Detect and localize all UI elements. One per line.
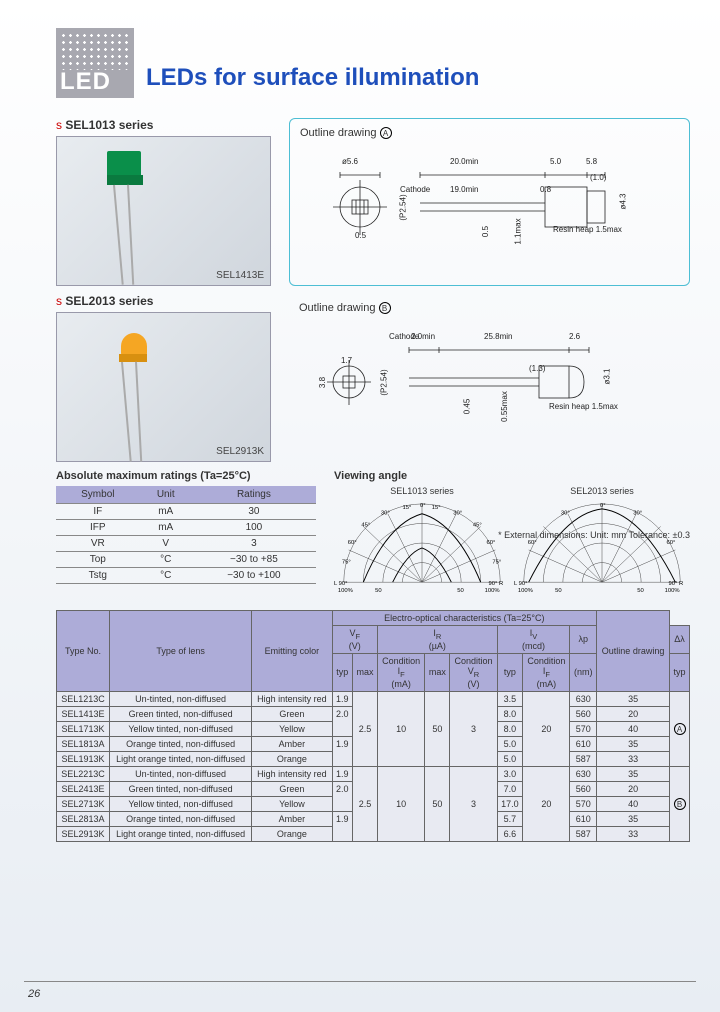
table-row: SEL2213CUn-tinted, non-diffusedHigh inte…: [57, 766, 690, 781]
outline-b-diagram: [299, 320, 649, 430]
svg-text:60°: 60°: [528, 540, 537, 546]
svg-text:50: 50: [457, 588, 464, 593]
svg-text:L 90°: L 90°: [334, 581, 348, 587]
series2-outline: Outline drawing B Cathode: [289, 294, 690, 462]
svg-text:45°: 45°: [473, 522, 482, 528]
svg-text:50: 50: [555, 588, 562, 593]
series2-photo: SEL2913K: [56, 312, 271, 462]
polar-chart-1: 0° 15° 15° 30° 30° 45° 45° 60° 60° 75° 75° L …: [334, 498, 510, 593]
svg-text:75°: 75°: [342, 560, 351, 566]
abs-max-title: Absolute maximum ratings (Ta=25°C): [56, 470, 316, 482]
series1-label: s SEL1013 series: [56, 118, 271, 132]
svg-text:30°: 30°: [453, 511, 462, 517]
page-header: LED LEDs for surface illumination: [0, 0, 720, 98]
svg-text:30°: 30°: [381, 511, 390, 517]
svg-text:90° R: 90° R: [488, 581, 503, 587]
series2-row: s SEL2013 series SEL2913K Outline drawin…: [56, 294, 690, 462]
svg-text:100%: 100%: [338, 588, 353, 593]
svg-text:0°: 0°: [420, 503, 426, 509]
table-row: Tstg°C−30 to +100: [56, 568, 316, 584]
svg-text:100%: 100%: [518, 588, 533, 593]
svg-text:30°: 30°: [561, 511, 570, 517]
page-title: LEDs for surface illumination: [146, 64, 479, 98]
svg-text:L 90°: L 90°: [514, 581, 528, 587]
svg-text:60°: 60°: [667, 540, 676, 546]
svg-text:100%: 100%: [665, 588, 680, 593]
svg-text:15°: 15°: [432, 505, 441, 511]
abs-max-table: Symbol Unit Ratings IFmA30IFPmA100VRV3To…: [56, 486, 316, 584]
polar-chart-2: 0° 30°30° 60°60° L 90° 90° R 100% 50 50 …: [514, 498, 690, 593]
svg-text:60°: 60°: [487, 540, 496, 546]
svg-text:50: 50: [375, 588, 382, 593]
svg-text:30°: 30°: [633, 511, 642, 517]
viewing-angle-title: Viewing angle: [334, 470, 690, 482]
series1-photo: SEL1413E: [56, 136, 271, 286]
table-row: VRV3: [56, 536, 316, 552]
series1-outline: Outline drawing A: [289, 118, 690, 286]
series1-row: s SEL1013 series SEL1413E Outline drawin…: [56, 118, 690, 286]
svg-text:90° R: 90° R: [668, 581, 683, 587]
svg-text:15°: 15°: [402, 505, 411, 511]
svg-text:75°: 75°: [492, 560, 501, 566]
svg-text:45°: 45°: [361, 522, 370, 528]
page-number: 26: [28, 988, 40, 1000]
svg-text:60°: 60°: [348, 540, 357, 546]
table-row: IFmA30: [56, 504, 316, 520]
svg-text:50: 50: [637, 588, 644, 593]
ext-dim-note: * External dimensions: Unit: mm Toleranc…: [498, 530, 690, 540]
table-row: IFPmA100: [56, 520, 316, 536]
table-row: Top°C−30 to +85: [56, 552, 316, 568]
svg-text:100%: 100%: [485, 588, 500, 593]
series2-label: s SEL2013 series: [56, 294, 271, 308]
svg-text:0°: 0°: [600, 503, 606, 509]
eo-table: Type No. Type of lens Emitting color Ele…: [56, 610, 690, 842]
led-logo-icon: LED: [56, 28, 134, 98]
table-row: SEL1213CUn-tinted, non-diffusedHigh inte…: [57, 691, 690, 706]
